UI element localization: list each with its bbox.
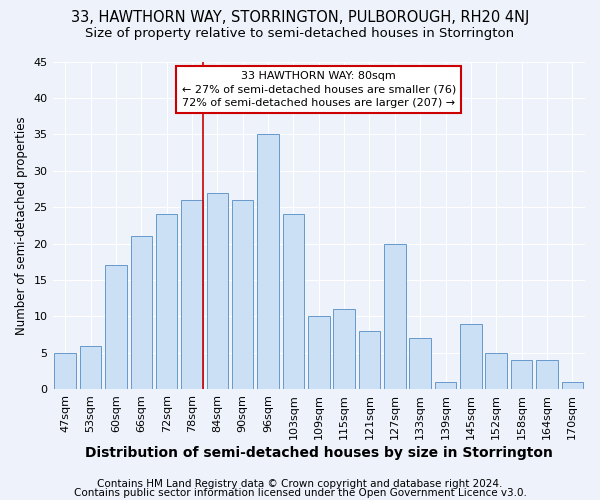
Bar — [435, 382, 457, 389]
Bar — [206, 192, 228, 389]
Text: Contains HM Land Registry data © Crown copyright and database right 2024.: Contains HM Land Registry data © Crown c… — [97, 479, 503, 489]
Bar — [80, 346, 101, 389]
Bar — [156, 214, 178, 389]
Bar — [55, 353, 76, 389]
Text: Contains public sector information licensed under the Open Government Licence v3: Contains public sector information licen… — [74, 488, 526, 498]
Text: Size of property relative to semi-detached houses in Storrington: Size of property relative to semi-detach… — [85, 28, 515, 40]
Bar — [409, 338, 431, 389]
Text: 33 HAWTHORN WAY: 80sqm
← 27% of semi-detached houses are smaller (76)
72% of sem: 33 HAWTHORN WAY: 80sqm ← 27% of semi-det… — [182, 72, 456, 108]
Bar — [308, 316, 329, 389]
Bar — [460, 324, 482, 389]
Text: 33, HAWTHORN WAY, STORRINGTON, PULBOROUGH, RH20 4NJ: 33, HAWTHORN WAY, STORRINGTON, PULBOROUG… — [71, 10, 529, 25]
Bar — [384, 244, 406, 389]
Bar — [257, 134, 279, 389]
Bar — [511, 360, 532, 389]
Bar — [334, 309, 355, 389]
X-axis label: Distribution of semi-detached houses by size in Storrington: Distribution of semi-detached houses by … — [85, 446, 553, 460]
Bar — [131, 236, 152, 389]
Y-axis label: Number of semi-detached properties: Number of semi-detached properties — [15, 116, 28, 334]
Bar — [181, 200, 203, 389]
Bar — [232, 200, 253, 389]
Bar — [562, 382, 583, 389]
Bar — [485, 353, 507, 389]
Bar — [536, 360, 558, 389]
Bar — [283, 214, 304, 389]
Bar — [105, 266, 127, 389]
Bar — [359, 331, 380, 389]
